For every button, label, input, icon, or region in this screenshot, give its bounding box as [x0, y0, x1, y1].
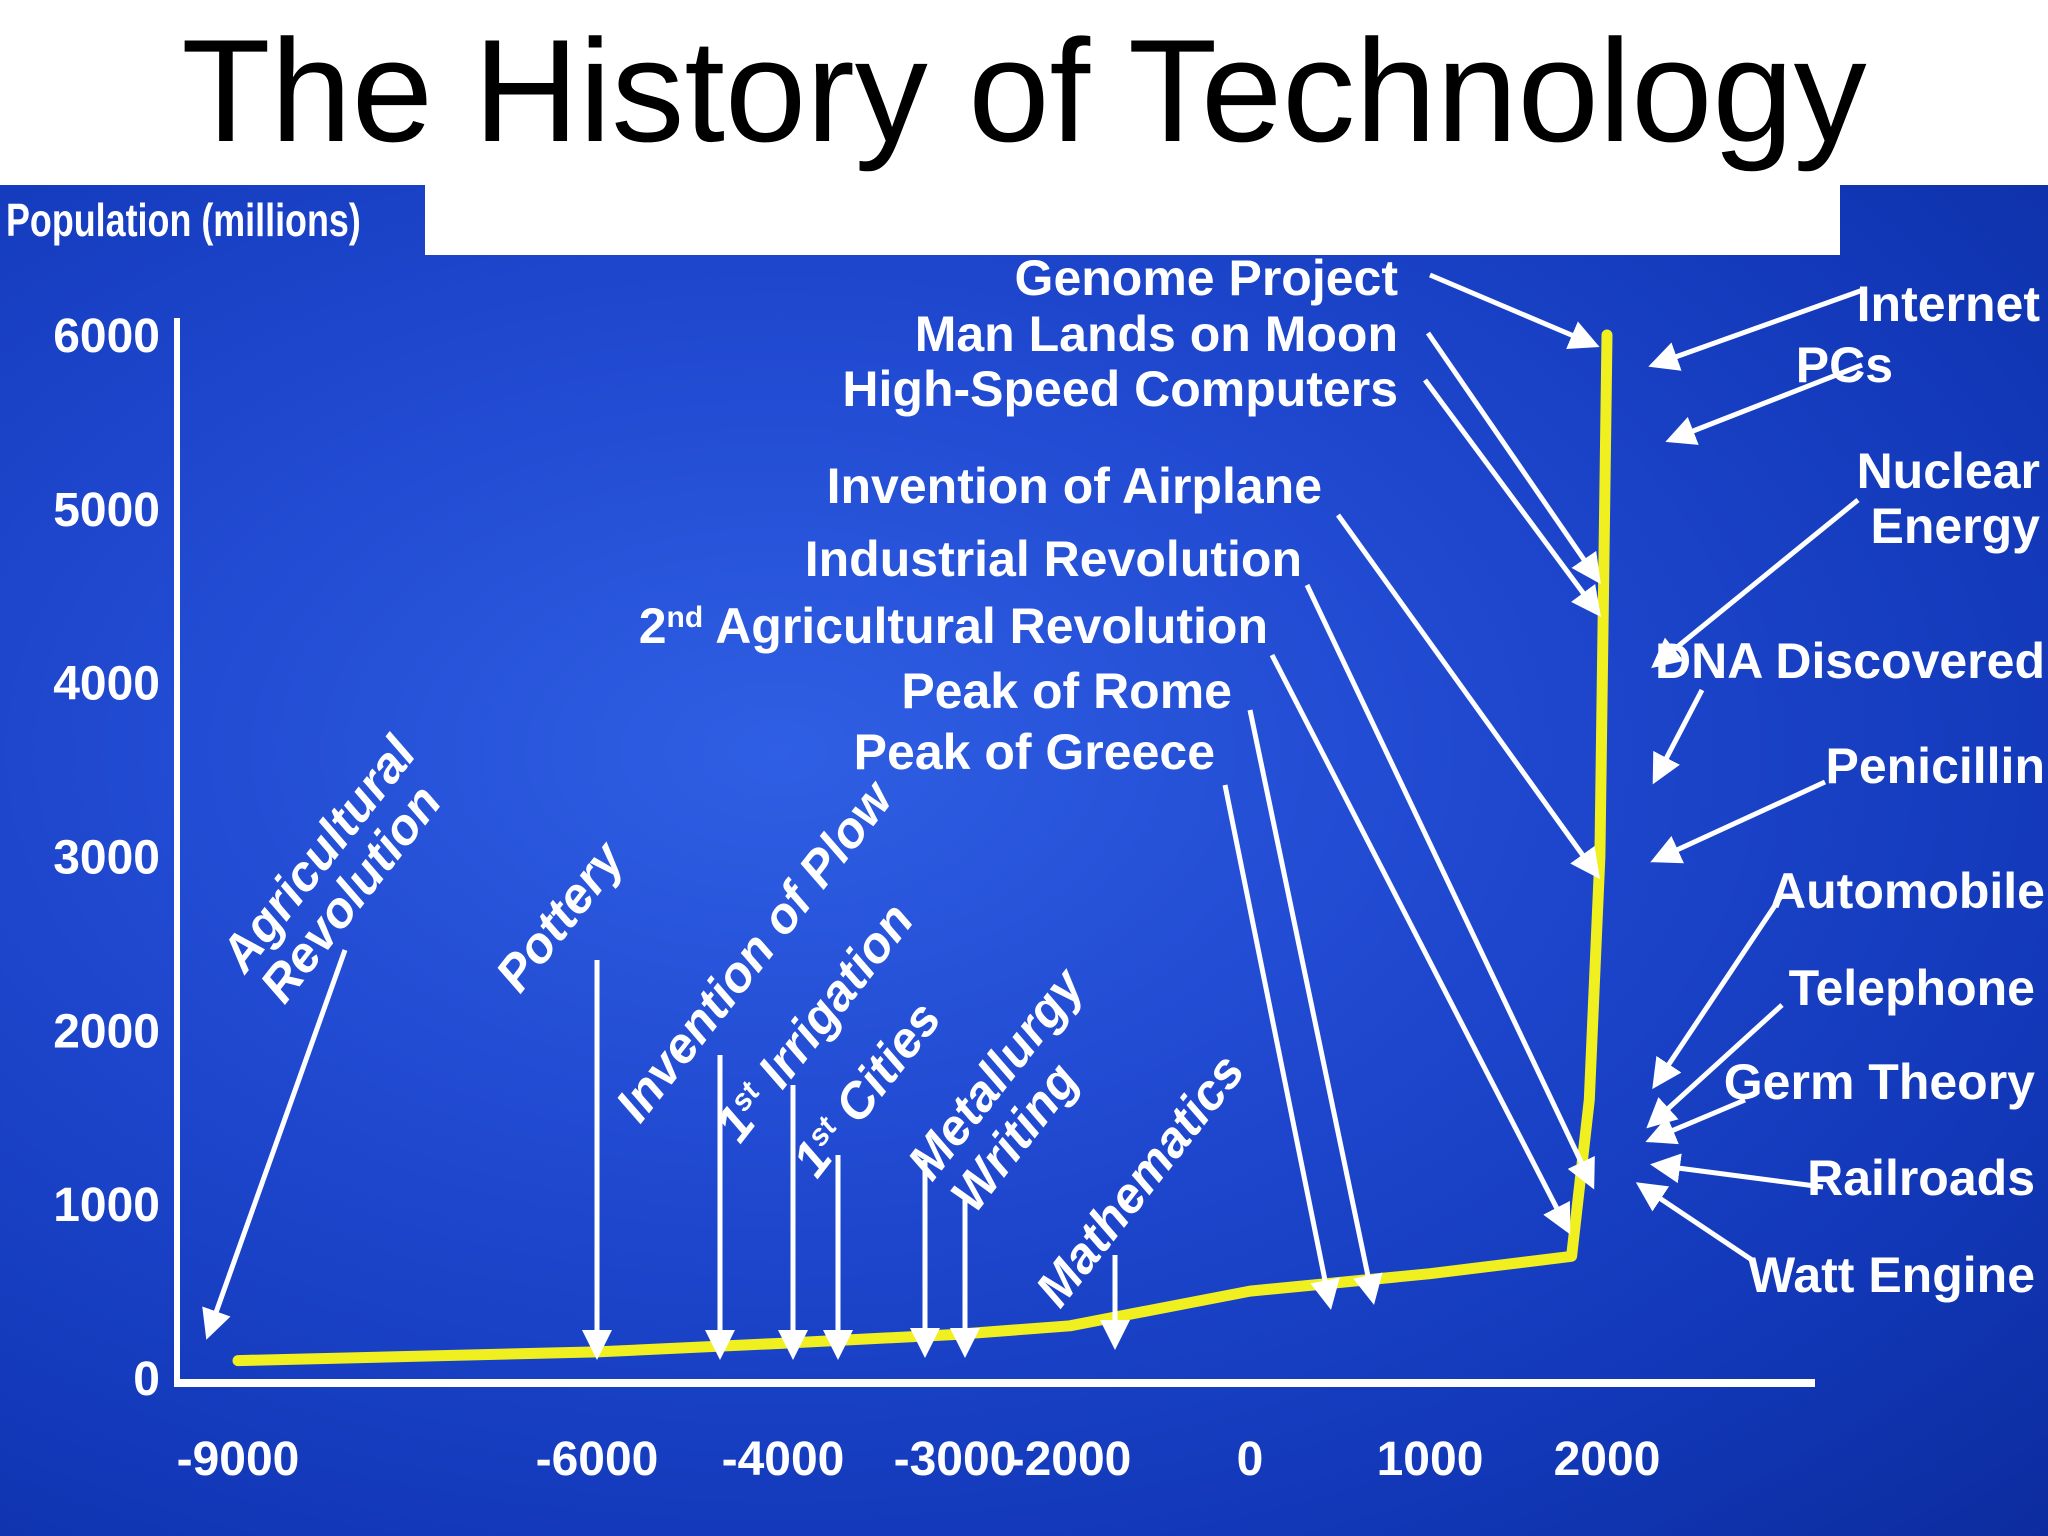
data-point: [954, 1333, 956, 1336]
data-point: [1588, 1098, 1591, 1101]
x-tick-label: -6000: [536, 1433, 659, 1486]
annotation-label: Germ Theory: [1724, 1054, 2035, 1110]
annotation-label: Invention of Airplane: [827, 458, 1322, 514]
data-point: [1606, 334, 1608, 336]
annotation-label: 2nd Agricultural Revolution: [639, 598, 1268, 654]
annotation-arrow: [1646, 1003, 1784, 1129]
y-tick-label: 1000: [53, 1179, 160, 1232]
annotation-arrow: [1247, 709, 1383, 1305]
annotation-label: DNA Discovered: [1655, 633, 2045, 689]
annotation-label: Nuclear Energy: [1857, 443, 2041, 554]
data-point: [1570, 1255, 1573, 1258]
y-tick-label: 4000: [53, 658, 160, 711]
annotation-arrow: [1645, 1097, 1746, 1145]
x-tick-label: 0: [1237, 1433, 1264, 1486]
x-tick-label: -2000: [1009, 1433, 1132, 1486]
annotation-arrow: [1335, 513, 1600, 880]
page-title: The History of Technology: [181, 9, 1867, 172]
annotation-label: Telephone: [1789, 960, 2035, 1016]
annotation-arrow: [202, 949, 348, 1340]
annotation-label: Internet: [1857, 276, 2041, 332]
data-point: [782, 1342, 784, 1345]
data-point: [237, 1359, 239, 1362]
annotation-arrow: [1652, 688, 1705, 785]
annotation-arrow: [1422, 378, 1601, 618]
x-tick-label: 1000: [1377, 1433, 1484, 1486]
annotation-label: Watt Engine: [1748, 1247, 2035, 1303]
x-tick-label: -9000: [177, 1433, 300, 1486]
annotation-arrow: [1648, 287, 1864, 371]
y-tick-label: 5000: [53, 484, 160, 537]
y-tick-label: 0: [133, 1353, 160, 1406]
annotation-label: Penicillin: [1825, 738, 2045, 794]
annotation-arrow: [1665, 362, 1863, 445]
y-axis-label: Population (millions): [6, 194, 361, 246]
data-point: [1598, 855, 1601, 858]
x-tick-label: -4000: [722, 1433, 845, 1486]
population-chart: 0 1000 2000 3000 4000 5000 6000 -9000 -6000 -4000…: [53, 250, 2045, 1486]
annotation-arrow: [1425, 331, 1601, 585]
annotation-arrow: [1304, 583, 1595, 1190]
y-tick-label: 3000: [53, 832, 160, 885]
annotation-arrow: [1652, 893, 1785, 1090]
annotation-arrow: [1222, 784, 1340, 1310]
annotation-label: Pottery: [485, 830, 637, 1002]
annotation-label: Man Lands on Moon: [915, 306, 1398, 362]
data-point: [1429, 1272, 1431, 1275]
y-tick-label: 6000: [53, 310, 160, 363]
annotation-label: Industrial Revolution: [805, 531, 1302, 587]
x-tick-label: 2000: [1554, 1433, 1661, 1486]
annotation-arrow: [1651, 498, 1860, 669]
x-tick-label: -3000: [894, 1433, 1017, 1486]
annotation-arrow: [1650, 1153, 1824, 1190]
annotation-label: Genome Project: [1015, 250, 1399, 306]
data-point: [1069, 1324, 1071, 1327]
annotation-arrow: [1635, 1182, 1754, 1263]
annotation-arrow: [1269, 653, 1571, 1235]
y-tick-label: 2000: [53, 1005, 160, 1058]
chart-panel: Population (millions) 0 1000 2000 3000 4000 5…: [0, 185, 2048, 1536]
header-banner: [425, 185, 1840, 255]
annotation-label: Peak of Greece: [854, 724, 1215, 780]
data-point: [1249, 1290, 1251, 1293]
annotation-label: Automobile: [1770, 863, 2045, 919]
annotation-label: Peak of Rome: [901, 663, 1232, 719]
annotation-arrow: [1429, 272, 1600, 350]
annotation-label: Railroads: [1807, 1150, 2035, 1206]
annotation-arrow: [1650, 779, 1827, 864]
annotation-label: High-Speed Computers: [842, 361, 1398, 417]
